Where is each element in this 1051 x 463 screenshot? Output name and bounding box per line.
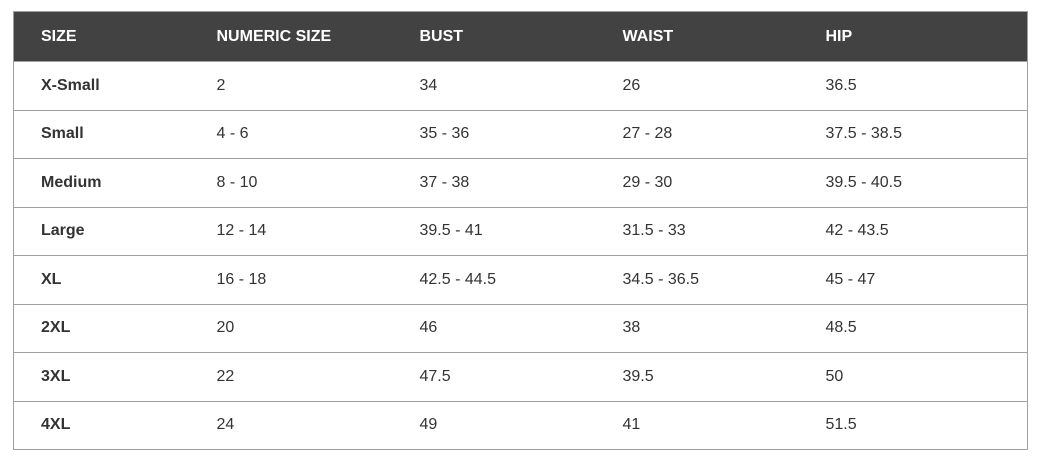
table-row: XL 16 - 18 42.5 - 44.5 34.5 - 36.5 45 - 47 [13, 255, 1028, 304]
table-cell: 50 [798, 352, 1028, 401]
table-cell: Medium [13, 158, 190, 207]
table-cell: 41 [595, 400, 799, 450]
table-cell: 48.5 [798, 303, 1028, 353]
table-cell: XL [13, 255, 190, 304]
table-cell: 46 [392, 303, 596, 353]
table-row: X-Small 2 34 26 36.5 [13, 61, 1028, 110]
table-cell: 26 [595, 61, 799, 110]
column-header: NUMERIC SIZE [189, 11, 393, 62]
header-row: SIZE NUMERIC SIZE BUST WAIST HIP [13, 11, 1028, 62]
table-cell: 38 [595, 303, 799, 353]
table-cell: 36.5 [798, 61, 1028, 110]
table-cell: 42.5 - 44.5 [392, 255, 596, 304]
column-header: BUST [392, 11, 596, 62]
table-cell: 22 [189, 352, 393, 401]
table-cell: 24 [189, 400, 393, 450]
table-cell: 39.5 [595, 352, 799, 401]
table-cell: 34 [392, 61, 596, 110]
table-cell: 2 [189, 61, 393, 110]
table-cell: 39.5 - 41 [392, 206, 596, 256]
column-header: WAIST [595, 11, 799, 62]
table-row: 4XL 24 49 41 51.5 [13, 400, 1028, 450]
table-cell: 16 - 18 [189, 255, 393, 304]
table-row: 3XL 22 47.5 39.5 50 [13, 352, 1028, 401]
table-cell: 51.5 [798, 400, 1028, 450]
table-cell: Small [13, 109, 190, 159]
table-cell: 2XL [13, 303, 190, 353]
table-cell: 42 - 43.5 [798, 206, 1028, 256]
table-row: Medium 8 - 10 37 - 38 29 - 30 39.5 - 40.5 [13, 158, 1028, 207]
table-cell: Large [13, 206, 190, 256]
table-cell: 29 - 30 [595, 158, 799, 207]
table-cell: 39.5 - 40.5 [798, 158, 1028, 207]
table-cell: 20 [189, 303, 393, 353]
table-cell: 37.5 - 38.5 [798, 109, 1028, 159]
table-cell: 27 - 28 [595, 109, 799, 159]
column-header: HIP [798, 11, 1028, 62]
table-cell: 31.5 - 33 [595, 206, 799, 256]
table-row: Small 4 - 6 35 - 36 27 - 28 37.5 - 38.5 [13, 109, 1028, 159]
table-cell: 35 - 36 [392, 109, 596, 159]
table-cell: 3XL [13, 352, 190, 401]
table-cell: 4 - 6 [189, 109, 393, 159]
table-cell: 45 - 47 [798, 255, 1028, 304]
column-header: SIZE [13, 11, 190, 62]
table-row: Large 12 - 14 39.5 - 41 31.5 - 33 42 - 43.5 [13, 206, 1028, 256]
table-row: 2XL 20 46 38 48.5 [13, 303, 1028, 353]
table-cell: X-Small [13, 61, 190, 110]
table-cell: 12 - 14 [189, 206, 393, 256]
table-cell: 34.5 - 36.5 [595, 255, 799, 304]
table-cell: 8 - 10 [189, 158, 393, 207]
size-chart-table: SIZE NUMERIC SIZE BUST WAIST HIP X-Small 2 34 2… [13, 11, 1028, 450]
table-cell: 4XL [13, 400, 190, 450]
table-cell: 49 [392, 400, 596, 450]
table-cell: 47.5 [392, 352, 596, 401]
table-cell: 37 - 38 [392, 158, 596, 207]
